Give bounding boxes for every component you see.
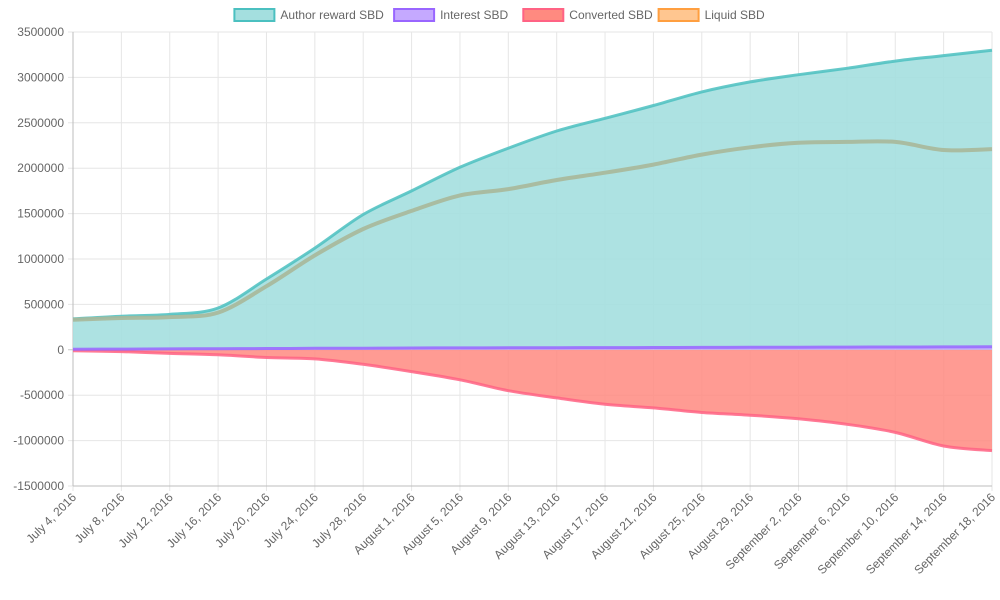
series-line-author-reward-sbd [72,48,993,321]
y-tick-label: 1000000 [17,252,64,266]
series-interest-sbd [72,345,993,351]
series-author-reward-sbd [72,48,993,350]
legend-swatch [657,8,700,22]
y-tick-label: -1500000 [13,479,64,493]
legend-swatch [393,8,436,22]
series-area-author-reward-sbd [73,50,992,350]
y-tick-label: 3000000 [17,70,64,84]
x-tick-label: September 10, 2016 [815,490,902,577]
series-line-converted-sbd [72,349,993,453]
y-tick-label: 1500000 [17,207,64,221]
legend: Author reward SBD Interest SBD Converted S… [233,8,765,22]
y-tick-label: 3500000 [17,25,64,39]
legend-label: Converted SBD [569,8,653,22]
legend-item-author-reward-sbd[interactable]: Author reward SBD [233,8,384,22]
legend-label: Interest SBD [440,8,508,22]
y-tick-label: 500000 [24,297,64,311]
legend-swatch [233,8,276,22]
legend-swatch [522,8,565,22]
y-tick-label: -500000 [20,388,64,402]
x-tick-label: September 14, 2016 [863,490,950,577]
x-tick-label: July 4, 2016 [23,490,79,546]
legend-item-converted-sbd[interactable]: Converted SBD [522,8,653,22]
plot-area [72,48,993,453]
y-tick-label: 2500000 [17,116,64,130]
legend-label: Author reward SBD [280,8,384,22]
y-tick-label: 2000000 [17,161,64,175]
legend-item-interest-sbd[interactable]: Interest SBD [393,8,508,22]
series-area-converted-sbd [73,349,992,451]
y-axis: 3500000 3000000 2500000 2000000 1500000 10000… [13,25,64,493]
series-line-interest-sbd [72,345,993,351]
y-tick-label: -1000000 [13,434,64,448]
legend-item-liquid-sbd[interactable]: Liquid SBD [657,8,765,22]
series-converted-sbd [72,349,993,453]
series-liquid-sbd [72,139,993,322]
y-tick-label: 0 [57,343,64,357]
series-line-liquid-sbd [72,139,993,322]
legend-label: Liquid SBD [705,8,765,22]
x-tick-label: September 18, 2016 [911,490,998,577]
